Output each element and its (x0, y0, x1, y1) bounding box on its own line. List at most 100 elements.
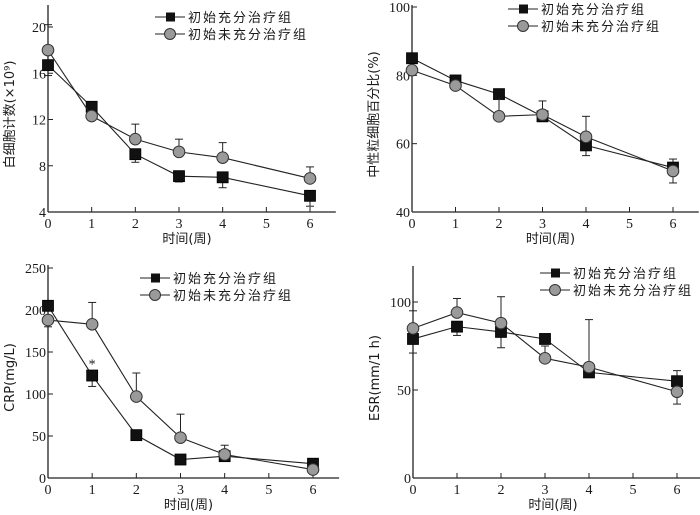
series-line (411, 69, 674, 172)
legend-label: 初始充分治疗组 (188, 10, 293, 26)
legend-marker-square (151, 273, 160, 283)
data-point-square (451, 320, 463, 333)
x-tick-label: 5 (626, 217, 633, 232)
series-inadequate-treatment (41, 24, 317, 185)
data-point-circle (666, 164, 680, 178)
data-point-circle (579, 130, 593, 144)
x-tick-label: 2 (133, 483, 140, 498)
x-tick-label: 6 (670, 217, 677, 232)
series-line (47, 64, 311, 197)
x-tick-label: 0 (45, 217, 52, 232)
data-point-square (129, 148, 142, 161)
x-tick-label: 3 (539, 217, 546, 232)
legend-label: 初始未充分治疗组 (541, 19, 661, 35)
legend-marker-circle (517, 20, 529, 32)
x-tick-label: 3 (542, 483, 549, 498)
x-axis-title: 时间(周) (162, 232, 211, 247)
chart-panel-2: 0 1 2 3 4 5 6406080100时间(周)中性粒细胞百分比(%)初始充分治疗组初… (367, 1, 699, 247)
data-point-circle (129, 132, 142, 146)
y-tick-label: 12 (32, 114, 46, 129)
y-tick-label: 4 (39, 206, 46, 221)
y-tick-label: 200 (25, 304, 46, 319)
x-tick-label: 5 (263, 217, 270, 232)
data-point-square (493, 88, 505, 101)
data-point-circle (216, 151, 229, 164)
x-tick-label: 0 (410, 483, 417, 498)
x-tick-label: 0 (409, 217, 416, 232)
data-point-square (42, 299, 54, 312)
y-tick-label: 100 (25, 388, 46, 403)
x-tick-label: 3 (177, 483, 184, 498)
x-tick-label: 4 (219, 217, 226, 232)
data-point-circle (536, 108, 549, 121)
series-inadequate-treatment (406, 296, 684, 405)
data-point-square (539, 333, 551, 345)
series-line (47, 49, 311, 180)
x-tick-label: 1 (454, 483, 461, 498)
legend-marker-square (166, 12, 175, 22)
data-point-circle (449, 79, 462, 92)
y-tick-label: 20 (32, 21, 46, 36)
data-point-circle (494, 316, 508, 330)
x-tick-label: 5 (265, 483, 272, 498)
data-point-square (304, 189, 316, 202)
x-tick-label: 0 (45, 483, 52, 498)
series-line (411, 57, 674, 169)
data-point-circle (405, 63, 419, 77)
chart-panel-1: 0 1 2 3 4 5 648121620时间(周)白细胞计数(×10⁹)初始充分治疗组初始… (2, 5, 336, 247)
data-point-circle (41, 43, 55, 57)
data-point-square (406, 52, 418, 65)
data-point-square (407, 333, 419, 345)
y-tick-label: 150 (25, 346, 46, 361)
data-point-circle (450, 306, 464, 319)
x-tick-label: 1 (452, 217, 459, 232)
data-point-square (86, 369, 99, 382)
legend-marker-circle (164, 28, 176, 40)
y-tick-label: 100 (389, 1, 410, 16)
data-point-square (173, 170, 185, 183)
data-point-square (130, 429, 143, 442)
x-tick-label: 3 (176, 217, 183, 232)
x-tick-label: 1 (88, 217, 95, 232)
legend-label: 初始未充分治疗组 (173, 288, 293, 304)
y-tick-label: 50 (397, 384, 411, 399)
legend-label: 初始未充分治疗组 (573, 283, 693, 299)
data-point-circle (670, 385, 684, 399)
legend-label: 初始充分治疗组 (541, 2, 646, 18)
x-axis-title: 时间(周) (528, 498, 577, 513)
y-tick-label: 100 (390, 296, 411, 311)
data-point-circle (582, 360, 596, 374)
legend-marker-square (551, 268, 560, 278)
y-axis-title: 白细胞计数(×10⁹) (2, 61, 18, 169)
x-tick-label: 4 (586, 483, 593, 498)
data-point-square (216, 171, 229, 184)
series-line (412, 326, 678, 382)
x-tick-label: 4 (221, 483, 228, 498)
y-tick-label: 40 (396, 206, 410, 221)
significance-asterisk: * (89, 358, 96, 373)
x-tick-label: 1 (89, 483, 96, 498)
y-axis-title: ESR(mm/1 h) (368, 335, 383, 421)
series-line (47, 319, 314, 471)
legend-label: 初始充分治疗组 (173, 271, 278, 287)
y-axis-title: CRP(mg/L) (3, 343, 18, 412)
data-point-circle (130, 390, 143, 403)
legend-label: 初始充分治疗组 (573, 266, 678, 282)
y-tick-label: 8 (39, 160, 46, 175)
data-point-circle (492, 110, 506, 123)
x-tick-label: 6 (307, 217, 314, 232)
data-point-circle (218, 448, 231, 461)
chart-panel-3: 0 1 2 3 4 5 6 0 50 100 150 200 250 时间(周) CRP(mg/L) * 初始充… (3, 262, 340, 513)
series-line (412, 311, 678, 393)
x-axis-title: 时间(周) (164, 498, 213, 513)
legend-marker-circle (149, 289, 161, 301)
y-axis-title: 中性粒细胞百分比(%) (367, 51, 382, 178)
x-tick-label: 6 (674, 483, 681, 498)
x-tick-label: 6 (310, 483, 317, 498)
series-inadequate-treatment (405, 63, 680, 184)
